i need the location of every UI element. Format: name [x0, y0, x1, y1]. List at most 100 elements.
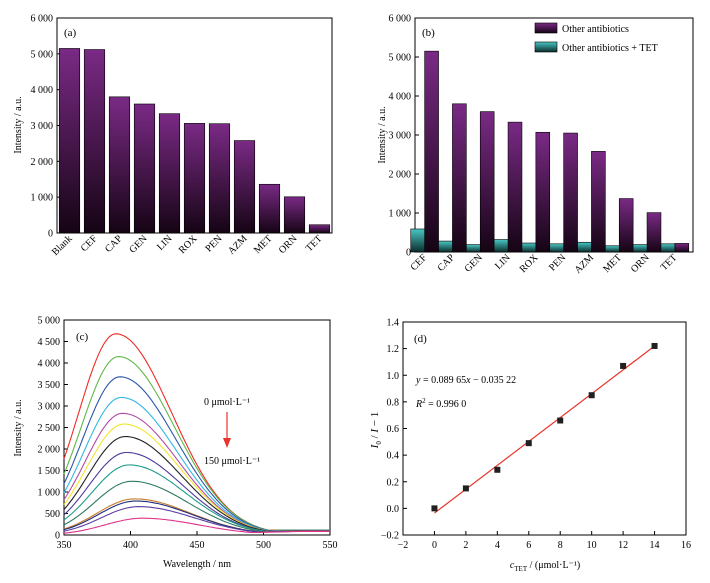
panel-d-point — [462, 485, 469, 492]
panel-d-ytick-label: 0.0 — [387, 504, 400, 515]
panel-d-point — [620, 362, 627, 369]
panel-d-point — [525, 440, 532, 447]
legend-label-other-antibiotics: Other antibiotics — [562, 24, 629, 35]
panel-a-bar-pen — [208, 123, 231, 234]
panel-a-chart: (a) Intensity / a.u. 0 1 000 2 000 3 000 4 0… — [13, 14, 333, 258]
panel-b-bar-tet-pen — [549, 243, 564, 253]
panel-b-category-label: AZM — [573, 252, 597, 276]
panel-c-ytick-label: 2 000 — [38, 445, 61, 456]
panel-a-category-label: CEF — [79, 233, 100, 254]
panel-d-chart: (d) y = 0.089 65x − 0.035 22 R2 = 0.996 … — [369, 318, 691, 574]
panel-c-ytick-label: 3 500 — [38, 380, 61, 391]
panel-a-bar-cef — [83, 49, 106, 234]
panel-d-xtick-label: 6 — [526, 540, 531, 551]
panel-c-spectrum-10 — [63, 498, 330, 533]
panel-d-ytick-label: 0.2 — [387, 477, 400, 488]
panel-b-ytick-label: 5 000 — [389, 53, 412, 64]
panel-b-bar-tet-cap — [438, 240, 453, 253]
panel-c-xtick-label: 500 — [256, 540, 271, 551]
panel-b-ytick-label: 2 000 — [389, 170, 412, 181]
panel-c-spectrum-13 — [63, 517, 330, 534]
panel-b-category-label: CEF — [409, 252, 430, 273]
panel-a-bar-tet — [308, 224, 331, 234]
panel-b-category-label: LIN — [493, 252, 513, 272]
panel-b-bar-tet-lin — [493, 239, 509, 253]
panel-d-ytick-label: 1.0 — [387, 371, 400, 382]
panel-a-category-label: LIN — [155, 233, 175, 253]
panel-a-bar-cap — [108, 96, 131, 234]
panel-a-bar-lin — [158, 113, 181, 234]
panel-b-bar-other-gen — [479, 111, 495, 253]
panel-d-xtick-label: −2 — [398, 540, 409, 551]
panel-b-ytick-label: 6 000 — [389, 14, 412, 25]
panel-d-xtick-label: 2 — [463, 540, 468, 551]
panel-b-bar-other-lin — [507, 121, 523, 253]
panel-c-spectrum-1 — [63, 356, 330, 531]
panel-d-ytick-label: 0.6 — [387, 424, 400, 435]
panel-d-fit-line — [434, 345, 655, 514]
panel-a-ytick-label: 3 000 — [31, 121, 54, 132]
panel-b-bar-other-rox — [535, 131, 551, 253]
panel-a-bar-gen — [133, 103, 156, 234]
panel-a-label: (a) — [64, 27, 77, 39]
arrow-head-icon — [223, 438, 231, 448]
panel-c-ytick-label: 4 000 — [38, 359, 61, 370]
panel-c-ytick-label: 4 500 — [38, 337, 61, 348]
panel-c-xlabel: Wavelength / nm — [163, 559, 231, 570]
panel-b-bar-tet-gen — [466, 244, 481, 253]
panel-b-category-label: TET — [659, 252, 680, 273]
panel-d-point — [431, 505, 438, 512]
panel-c-spectrum-12 — [63, 506, 330, 533]
panel-a-ytick-label: 4 000 — [31, 85, 54, 96]
panel-c-xtick-label: 550 — [323, 540, 338, 551]
panel-b-ytick-label: 1 000 — [389, 209, 412, 220]
panel-a-ytick-label: 6 000 — [31, 14, 54, 25]
panel-d-xtick-label: 0 — [432, 540, 437, 551]
panel-b-category-label: CAP — [436, 252, 458, 274]
panel-a-bar-rox — [183, 123, 206, 234]
panel-d-xlabel: cTET / (μmol·L⁻¹) — [510, 560, 580, 573]
panel-a-category-label: ORN — [277, 233, 300, 256]
legend-swatch-other-antibiotics-tet — [534, 41, 558, 53]
panel-b-category-label: ROX — [518, 252, 541, 275]
panel-b-ytick-label: 3 000 — [389, 131, 412, 142]
panel-b-category-label: GEN — [463, 252, 485, 274]
panel-b-ytick-label: 4 000 — [389, 92, 412, 103]
annotation-0-umol: 0 μmol·L⁻¹ — [204, 397, 250, 408]
panel-a-ytick-label: 1 000 — [31, 193, 54, 204]
panel-b-ylabel: Intensity / a.u. — [377, 106, 388, 163]
panel-b-bar-other-azm — [591, 151, 606, 253]
panel-d-label: (d) — [414, 333, 427, 345]
panel-c-ytick-label: 500 — [45, 509, 60, 520]
panel-a-category-label: GEN — [127, 233, 149, 255]
panel-d-point — [651, 342, 658, 349]
panel-b-bar-other-orn — [646, 212, 662, 253]
panel-a-category-label: PEN — [203, 233, 224, 254]
panel-d-point — [557, 417, 564, 424]
panel-a-ytick-label: 5 000 — [31, 49, 54, 60]
panel-c-xtick-label: 400 — [123, 540, 138, 551]
panel-d-xtick-label: 12 — [618, 540, 628, 551]
panel-b-legend: Other antibiotics Other antibiotics + TE… — [534, 22, 658, 54]
panel-b-bar-other-pen — [563, 132, 578, 253]
panel-b-bar-tet-met — [605, 245, 620, 253]
panel-d-xtick-label: 8 — [558, 540, 563, 551]
panel-b-bar-other-tet — [674, 243, 690, 253]
panel-a-bar-blank — [58, 48, 81, 234]
panel-a-ylabel: Intensity / a.u. — [13, 96, 24, 153]
legend-swatch-other-antibiotics — [534, 22, 558, 34]
panel-c-chart: (c) Intensity / a.u. Wavelength / nm 0 μ… — [13, 316, 338, 571]
panel-d-ylabel: I0 / I − 1 — [369, 412, 383, 450]
panel-c-ytick-label: 0 — [55, 531, 60, 542]
panel-a-category-label: ROX — [177, 233, 200, 256]
panel-c-ylabel: Intensity / a.u. — [13, 399, 24, 456]
panel-d-ytick-label: 1.4 — [387, 318, 400, 329]
panel-b-label: (b) — [422, 27, 435, 39]
panel-b-category-label: ORN — [629, 252, 652, 275]
panel-d-point — [494, 466, 501, 473]
panel-d-xtick-label: 10 — [587, 540, 597, 551]
panel-c-spectrum-0 — [63, 333, 330, 531]
annotation-150-umol: 150 μmol·L⁻¹ — [204, 456, 260, 467]
panel-a-bar-orn — [283, 196, 306, 234]
